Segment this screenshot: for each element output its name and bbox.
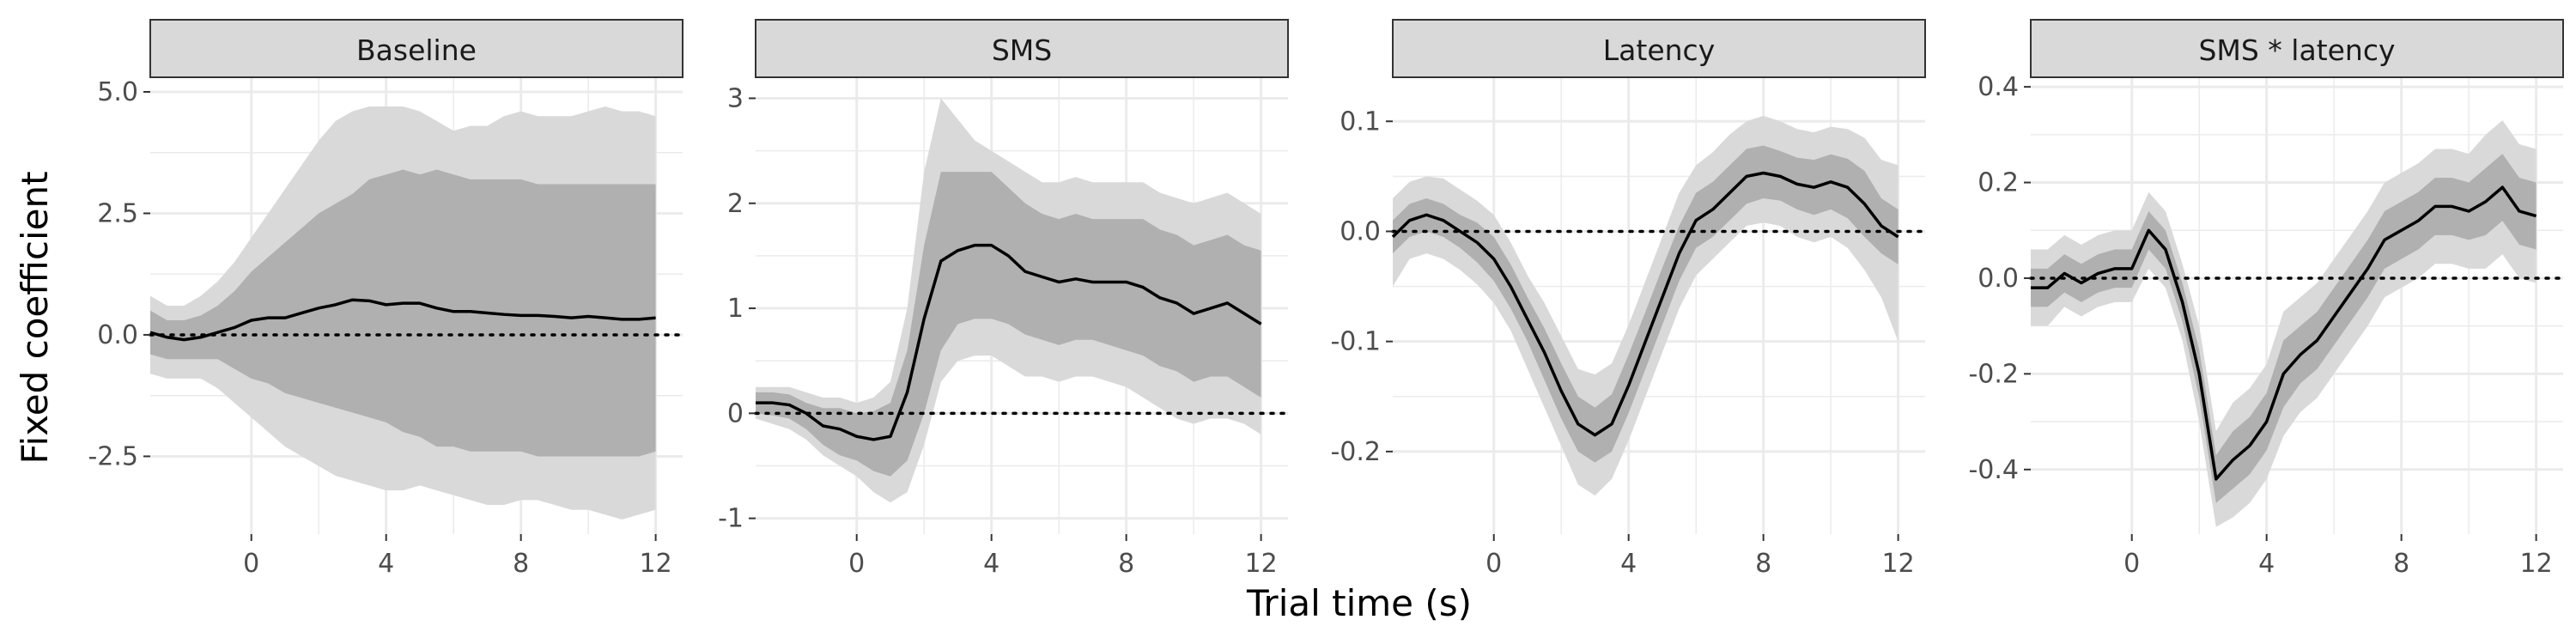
y-tick-label: 2 [727,189,744,219]
facet-strip [2030,19,2564,78]
coefficient-line [149,298,656,342]
x-tick-label: 8 [1755,549,1771,579]
y-tick-label: -1 [718,504,744,534]
panel-0: Baseline 0 4 8 12 5.0 2.5 0.0 -2.5 [88,19,684,579]
y-tick-label: 0.0 [1340,216,1381,246]
x-tick-label: 4 [378,549,394,579]
x-tick-label: 4 [2258,549,2275,579]
y-tick-label: 3 [727,83,744,113]
x-tick-label: 0 [1485,549,1502,579]
outer-confidence-band [1393,115,1899,496]
coefficient-line [756,243,1262,441]
y-tick-label: 2.5 [97,198,138,228]
panel-2: Latency 0 4 8 12 0.1 0.0 -0.1 -0.2 [1330,19,1927,579]
facet-title: SMS [992,33,1052,67]
y-axis-title: Fixed coefficient [14,171,56,464]
inner-confidence-band [1393,145,1899,463]
y-tick-label: 5.0 [97,77,138,107]
y-tick-label: -0.1 [1330,327,1381,357]
x-axis-title: Trial time (s) [1246,582,1472,624]
x-tick-label: 8 [2393,549,2409,579]
facet-strip [1392,19,1926,78]
panel-3: SMS * latency 0 4 8 12 0.4 0.2 0.0 -0.2 -0.4 [1968,19,2565,579]
panel-1: SMS 0 4 8 12 3 2 1 0 -1 [718,19,1290,579]
inner-confidence-band [150,169,656,457]
x-tick-label: 0 [243,549,259,579]
x-tick-label: 4 [983,549,999,579]
y-tick-label: 0.0 [97,320,138,350]
y-tick-label: 0 [727,398,744,428]
x-tick-label: 12 [1245,549,1278,579]
y-tick-label: -0.2 [1968,359,2019,389]
x-tick-label: 8 [513,549,529,579]
facet-strip [755,19,1289,78]
x-tick-label: 8 [1118,549,1134,579]
x-tick-label: 12 [640,549,672,579]
coefficient-line [1391,171,1899,437]
y-tick-label: 0.1 [1340,106,1381,137]
x-tick-label: 12 [2520,549,2553,579]
y-tick-label: -0.4 [1968,455,2019,485]
y-tick-label: 0.0 [1978,264,2019,294]
y-tick-label: -0.2 [1330,437,1381,467]
y-tick-label: 0.2 [1978,168,2019,198]
x-tick-label: 0 [2123,549,2140,579]
y-tick-label: 0.4 [1978,72,2019,102]
y-tick-label: -2.5 [88,441,138,471]
x-tick-label: 0 [848,549,865,579]
y-tick-label: 1 [727,294,744,324]
facet-title: SMS * latency [2198,33,2395,67]
coefficient-line [2031,185,2537,481]
facet-strip [149,19,683,78]
x-tick-label: 12 [1882,549,1915,579]
x-tick-label: 4 [1620,549,1637,579]
facet-title: Latency [1603,33,1715,67]
inner-confidence-band [756,172,1261,477]
facet-title: Baseline [356,33,477,67]
